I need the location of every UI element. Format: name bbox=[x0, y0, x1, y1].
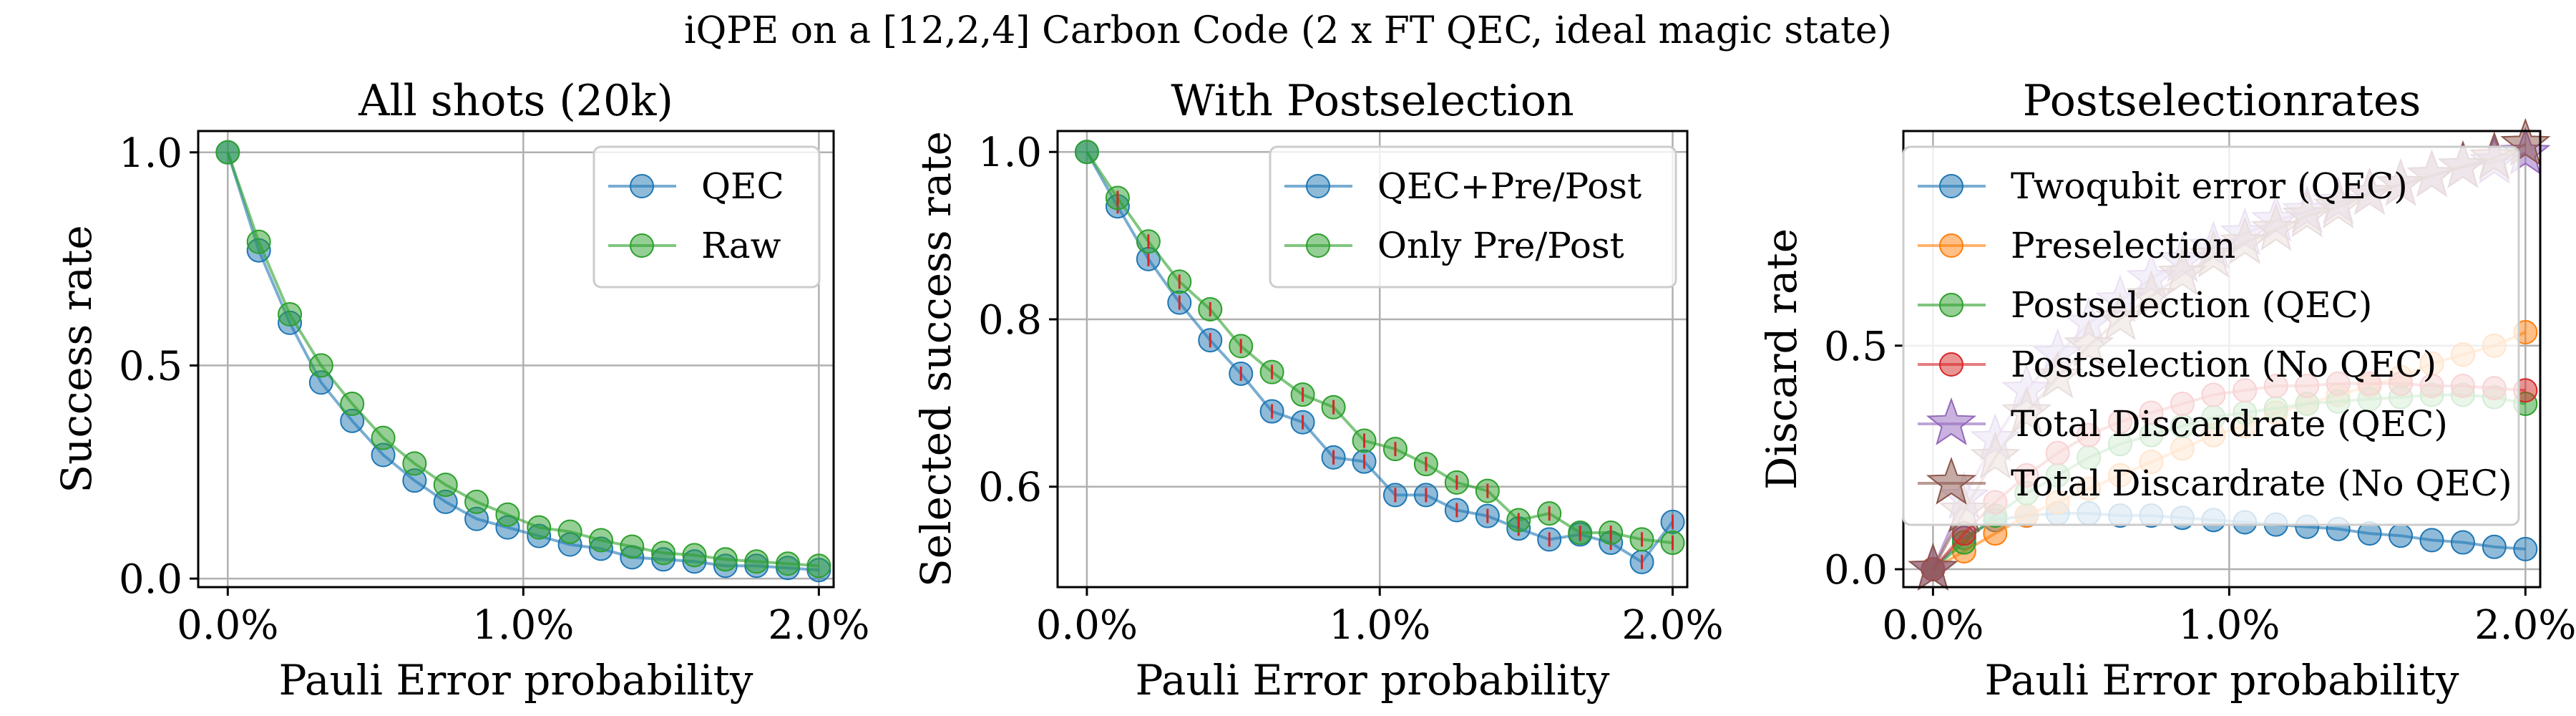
legend-marker bbox=[630, 233, 654, 258]
data-point bbox=[806, 553, 831, 579]
axes-frame bbox=[197, 130, 835, 589]
data-point bbox=[2513, 536, 2538, 561]
legend-label: QEC bbox=[701, 165, 784, 207]
legend-label: Total Discardrate (No QEC) bbox=[2011, 463, 2512, 504]
data-point bbox=[308, 353, 333, 378]
data-point bbox=[340, 392, 365, 417]
legend-box bbox=[1902, 145, 2520, 526]
legend: Twoqubit error (QEC) Preselection Postsele… bbox=[1902, 145, 2520, 526]
legend-marker bbox=[1939, 352, 1963, 377]
y-tick-label: 0.5 bbox=[119, 343, 182, 390]
legend-label: Twoqubit error (QEC) bbox=[2011, 165, 2408, 207]
chart-title: With Postselection bbox=[1171, 76, 1574, 126]
data-point bbox=[651, 541, 676, 566]
data-point bbox=[215, 140, 240, 165]
data-point bbox=[402, 451, 427, 476]
y-axis-label: Discard rate bbox=[1757, 228, 1806, 490]
chart-panel-1: 0.0% 1.0% 2.0% 0.0 0.5 1.0 All shots (20k) Paul… bbox=[52, 76, 869, 705]
data-point bbox=[2482, 534, 2507, 559]
data-point bbox=[2389, 523, 2414, 548]
data-point bbox=[682, 543, 707, 568]
legend-label: Preselection bbox=[2011, 225, 2235, 266]
y-tick-label: 0.0 bbox=[1824, 547, 1888, 594]
y-axis-label: Success rate bbox=[52, 225, 101, 493]
legend-label: QEC+Pre/Post bbox=[1377, 165, 1641, 207]
legend-marker bbox=[1939, 174, 1963, 198]
x-tick-label: 1.0% bbox=[472, 602, 574, 649]
data-point bbox=[371, 425, 396, 450]
data-point bbox=[775, 551, 800, 576]
data-point bbox=[557, 519, 582, 544]
chart-panel-3: 0.0% 1.0% 2.0% 0.0 0.5 Postselectionrates Paul… bbox=[1757, 76, 2576, 705]
x-axis-label: Pauli Error probability bbox=[1984, 656, 2459, 705]
legend-marker bbox=[630, 174, 654, 198]
data-point bbox=[713, 547, 738, 572]
legend-label: Only Pre/Post bbox=[1377, 225, 1624, 266]
x-axis-label: Pauli Error probability bbox=[1135, 656, 1609, 705]
data-point bbox=[2500, 117, 2551, 166]
legend-label: Total Discardrate (QEC) bbox=[2011, 403, 2448, 445]
data-point bbox=[527, 515, 552, 540]
data-point bbox=[1908, 543, 1958, 591]
legend-marker bbox=[1926, 397, 1977, 445]
data-point bbox=[744, 549, 769, 574]
x-tick-label: 2.0% bbox=[1621, 602, 1723, 649]
legend-marker bbox=[1306, 174, 1330, 198]
x-tick-label: 0.0% bbox=[1882, 602, 1984, 649]
legend-label: Postselection (QEC) bbox=[2011, 284, 2372, 326]
x-tick-label: 2.0% bbox=[2474, 602, 2576, 649]
legend: QEC Raw bbox=[592, 145, 821, 289]
legend-label: Raw bbox=[701, 225, 781, 266]
y-tick-label: 0.6 bbox=[978, 465, 1042, 511]
legend: QEC+Pre/Post Only Pre/Post bbox=[1269, 145, 1677, 289]
y-axis-label: Selected success rate bbox=[912, 131, 960, 587]
legend-marker bbox=[1939, 293, 1963, 317]
legend-marker bbox=[1926, 457, 1977, 505]
chart-title: All shots (20k) bbox=[358, 76, 673, 126]
data-point bbox=[2450, 530, 2475, 555]
data-point bbox=[1074, 140, 1099, 165]
axes-frame bbox=[1056, 130, 1689, 589]
data-point bbox=[246, 229, 271, 254]
legend-marker bbox=[1939, 233, 1963, 258]
x-tick-label: 0.0% bbox=[1036, 602, 1138, 649]
legend-marker bbox=[1306, 233, 1330, 258]
y-tick-label: 1.0 bbox=[978, 130, 1042, 176]
x-tick-label: 1.0% bbox=[1329, 602, 1430, 649]
y-tick-label: 1.0 bbox=[119, 130, 182, 177]
data-point bbox=[2419, 528, 2444, 553]
legend-box bbox=[1269, 145, 1677, 289]
x-tick-label: 2.0% bbox=[768, 602, 869, 649]
figure-suptitle: iQPE on a [12,2,4] Carbon Code (2 x FT Q… bbox=[684, 9, 1892, 52]
data-point bbox=[588, 528, 613, 553]
data-point bbox=[464, 489, 489, 514]
y-tick-label: 0.8 bbox=[978, 297, 1042, 344]
data-point bbox=[278, 301, 303, 326]
x-tick-label: 0.0% bbox=[177, 602, 278, 649]
legend-label: Postselection (No QEC) bbox=[2011, 344, 2436, 385]
data-point bbox=[433, 473, 458, 498]
data-point bbox=[620, 534, 645, 559]
y-tick-label: 0.0 bbox=[119, 556, 182, 603]
x-tick-label: 1.0% bbox=[2178, 602, 2280, 649]
data-point bbox=[495, 502, 520, 527]
x-axis-label: Pauli Error probability bbox=[278, 656, 753, 705]
chart-title: Postselectionrates bbox=[2023, 76, 2421, 126]
chart-panel-2: 0.0% 1.0% 2.0% 0.6 0.8 1.0 With Postselection P… bbox=[912, 76, 1724, 705]
y-tick-label: 0.5 bbox=[1824, 324, 1888, 370]
